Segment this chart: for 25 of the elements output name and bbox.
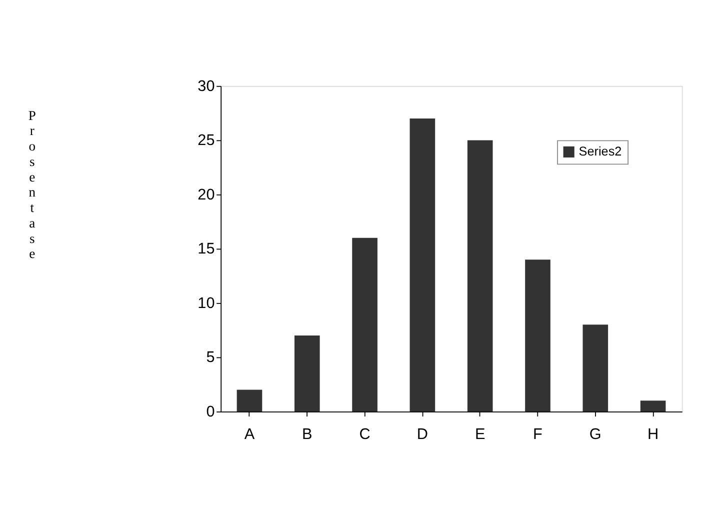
y-tick-label: 30: [198, 78, 215, 95]
bar: [236, 390, 262, 412]
bar: [410, 118, 436, 412]
x-tick-label: C: [359, 426, 370, 444]
bar: [352, 238, 378, 412]
bar: [467, 140, 493, 412]
x-tick-label: B: [302, 426, 312, 444]
y-tick-label: 10: [198, 294, 215, 312]
y-tick-label: 0: [206, 403, 215, 420]
x-tick-label: A: [244, 426, 256, 444]
y-tick-label: 5: [206, 349, 215, 366]
bar: [640, 400, 666, 412]
x-tick-label: H: [647, 426, 659, 444]
x-tick-label: D: [416, 426, 428, 444]
y-tick-label: 25: [198, 132, 215, 150]
y-tick-label: 20: [198, 186, 215, 204]
text: Prosentase: [28, 108, 36, 262]
x-tick-label: F: [533, 426, 542, 444]
x-tick-label: G: [589, 426, 602, 444]
y-tick-label: 15: [198, 240, 215, 258]
x-tick-label: E: [474, 426, 486, 444]
bar: [525, 260, 550, 412]
bar: [294, 336, 320, 412]
legend-label: Series2: [578, 144, 622, 159]
bar: [582, 324, 608, 412]
